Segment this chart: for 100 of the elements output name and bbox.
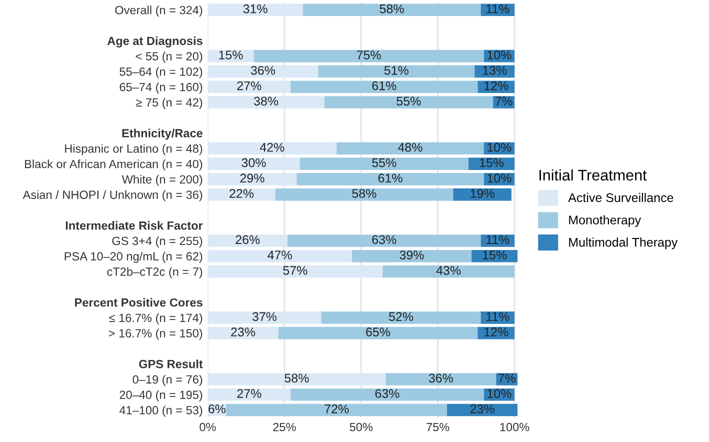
data-label: 15%: [483, 250, 507, 260]
data-label: 22%: [230, 189, 254, 198]
bar: [208, 4, 303, 16]
data-label: 58%: [352, 189, 376, 198]
y-tick-label: White (n = 200): [122, 174, 202, 186]
bar: [275, 188, 454, 201]
data-label: 27%: [237, 81, 262, 90]
y-tick-label: > 16.7% (n = 150): [108, 328, 202, 340]
bar: [226, 404, 448, 416]
data-label: 23%: [470, 404, 494, 414]
bar: [208, 265, 383, 278]
bar: [208, 250, 352, 262]
y-tick-label: Overall (n = 324): [115, 6, 202, 17]
y-tick-label: Intermediate Risk Factor: [66, 221, 203, 230]
x-tick-label: 0%: [200, 422, 216, 432]
x-tick-label: 25%: [273, 422, 296, 432]
legend-label: Multimodal Therapy: [569, 238, 678, 250]
data-label: 37%: [252, 312, 277, 322]
data-label: 36%: [250, 66, 276, 75]
data-label: 10%: [488, 174, 512, 183]
bar: [447, 404, 518, 416]
bar: [208, 312, 322, 324]
y-tick-label: 0–19 (n = 76): [132, 374, 202, 386]
bar: [208, 65, 318, 78]
legend-label: Active Surveillance: [568, 192, 674, 202]
bar: [290, 388, 484, 401]
bar: [336, 142, 484, 155]
data-label: 39%: [400, 250, 424, 260]
bar: [208, 173, 297, 186]
x-tick-label: 100%: [500, 422, 530, 432]
data-label: 30%: [242, 158, 266, 168]
bar: [208, 80, 291, 93]
bar: [300, 158, 468, 170]
bar: [208, 326, 278, 340]
bar: [208, 234, 288, 247]
data-label: 10%: [488, 389, 512, 398]
data-label: 12%: [484, 328, 508, 336]
y-tick-label: Hispanic or Latino (n = 48): [65, 144, 202, 156]
bar: [386, 373, 496, 386]
data-label: 47%: [268, 250, 292, 260]
legend-title: Initial Treatment: [540, 169, 647, 181]
bar: [302, 4, 481, 16]
data-label: 23%: [231, 328, 256, 336]
data-label: 63%: [372, 235, 396, 244]
data-label: 55%: [396, 96, 421, 106]
data-label: 65%: [366, 328, 390, 336]
bar: [290, 80, 478, 93]
y-tick-label: Black or African American (n = 40): [25, 160, 202, 171]
bar: [208, 158, 300, 170]
data-label: 19%: [470, 189, 494, 198]
y-tick-label: 65–74 (n = 160): [120, 82, 202, 94]
data-label: 6%: [208, 404, 226, 414]
bar: [468, 158, 514, 170]
data-label: 63%: [375, 389, 400, 398]
y-tick-label: GPS Result: [139, 360, 203, 368]
bar: [382, 265, 514, 278]
data-label: 75%: [356, 50, 381, 60]
bar: [324, 96, 494, 108]
bar: [208, 142, 337, 155]
data-label: 12%: [484, 81, 508, 90]
data-label: 36%: [428, 374, 453, 383]
y-tick-label: 41–100 (n = 53): [119, 406, 202, 417]
data-label: 10%: [488, 50, 512, 60]
data-label: 7%: [495, 96, 512, 106]
y-tick-label: Age at Diagnosis: [107, 36, 202, 48]
y-tick-label: ≥ 75 (n = 42): [136, 98, 202, 109]
x-tick-label: 50%: [350, 422, 373, 432]
y-tick-label: 20–40 (n = 195): [120, 390, 202, 402]
data-label: 29%: [240, 174, 264, 183]
data-label: 11%: [486, 312, 510, 321]
bar: [296, 173, 484, 186]
data-label: 55%: [372, 158, 396, 168]
bar: [208, 373, 386, 386]
y-tick-label: Percent Positive Cores: [75, 298, 202, 307]
bar: [318, 65, 475, 78]
bar: [254, 50, 484, 62]
data-label: 11%: [486, 4, 510, 14]
data-label: 61%: [378, 174, 402, 183]
data-label: 31%: [243, 4, 268, 14]
y-tick-label: 55–64 (n = 102): [120, 67, 202, 78]
bar: [208, 388, 291, 401]
data-label: 57%: [283, 266, 308, 275]
y-tick-label: cT2b–cT2c (n = 7): [107, 267, 202, 278]
data-label: 72%: [324, 404, 349, 414]
data-label: 7%: [498, 374, 516, 383]
data-label: 38%: [254, 96, 278, 106]
bar: [352, 250, 472, 262]
data-label: 61%: [372, 81, 396, 90]
data-label: 15%: [480, 158, 504, 168]
data-label: 11%: [486, 235, 510, 244]
bar: [208, 96, 324, 108]
bar: [278, 326, 478, 340]
data-label: 58%: [284, 374, 309, 383]
legend-label: Monotherapy: [569, 215, 642, 227]
data-label: 15%: [219, 50, 243, 60]
data-label: 58%: [380, 4, 404, 14]
data-label: 51%: [384, 66, 408, 75]
data-label: 26%: [236, 235, 260, 244]
y-tick-label: GS 3+4 (n = 255): [112, 236, 202, 248]
data-label: 42%: [260, 142, 284, 152]
